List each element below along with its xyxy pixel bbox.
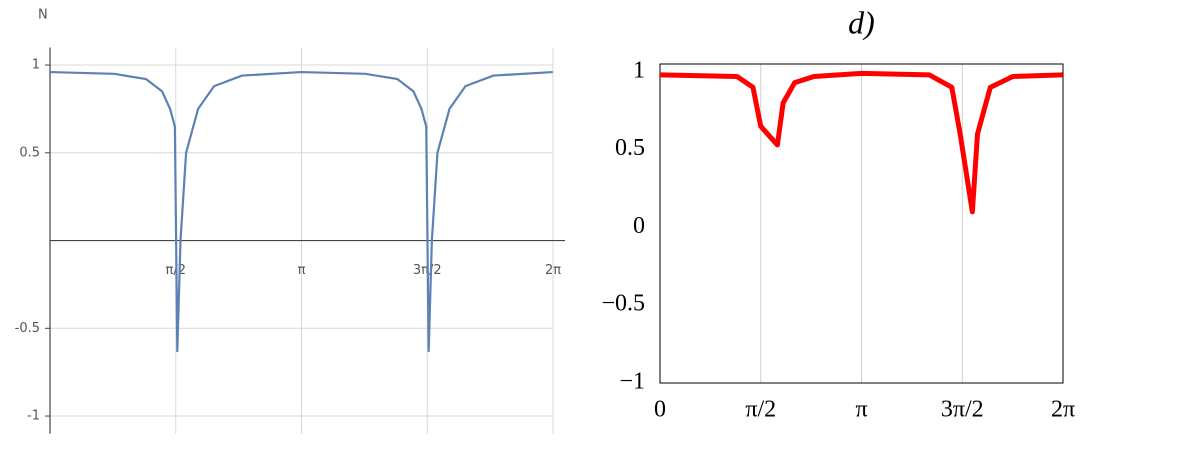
y-tick-label: 0 (633, 213, 645, 239)
x-tick-label: π (855, 397, 867, 423)
x-tick-label: 2π (1051, 397, 1075, 423)
y-tick-label: 1 (633, 57, 645, 83)
y-tick-label: 0.5 (615, 135, 645, 161)
y-tick-label: −0.5 (601, 291, 645, 317)
x-tick-label: 3π/2 (941, 397, 984, 423)
data-line (659, 70, 1063, 215)
y-tick-label: −1 (619, 369, 645, 395)
x-tick-label: 2π (545, 263, 561, 278)
x-tick-label: π (298, 263, 306, 278)
data-line (49, 70, 553, 353)
y-tick-label: 0.5 (19, 145, 40, 160)
y-tick-label: -0.5 (15, 321, 40, 336)
y-tick-label: -1 (27, 409, 40, 424)
x-tick-label: π/2 (745, 397, 776, 423)
y-axis-label: N (38, 8, 48, 23)
chart-title: d) (848, 4, 875, 40)
right-chart: 0 π/2 π 3π/2 2π 1 0.5 0 −0.5 −1 d) (601, 4, 1075, 422)
x-tick-label: 0 (654, 397, 666, 423)
y-tick-label: 1 (32, 58, 40, 73)
plot-frame (659, 63, 1064, 384)
